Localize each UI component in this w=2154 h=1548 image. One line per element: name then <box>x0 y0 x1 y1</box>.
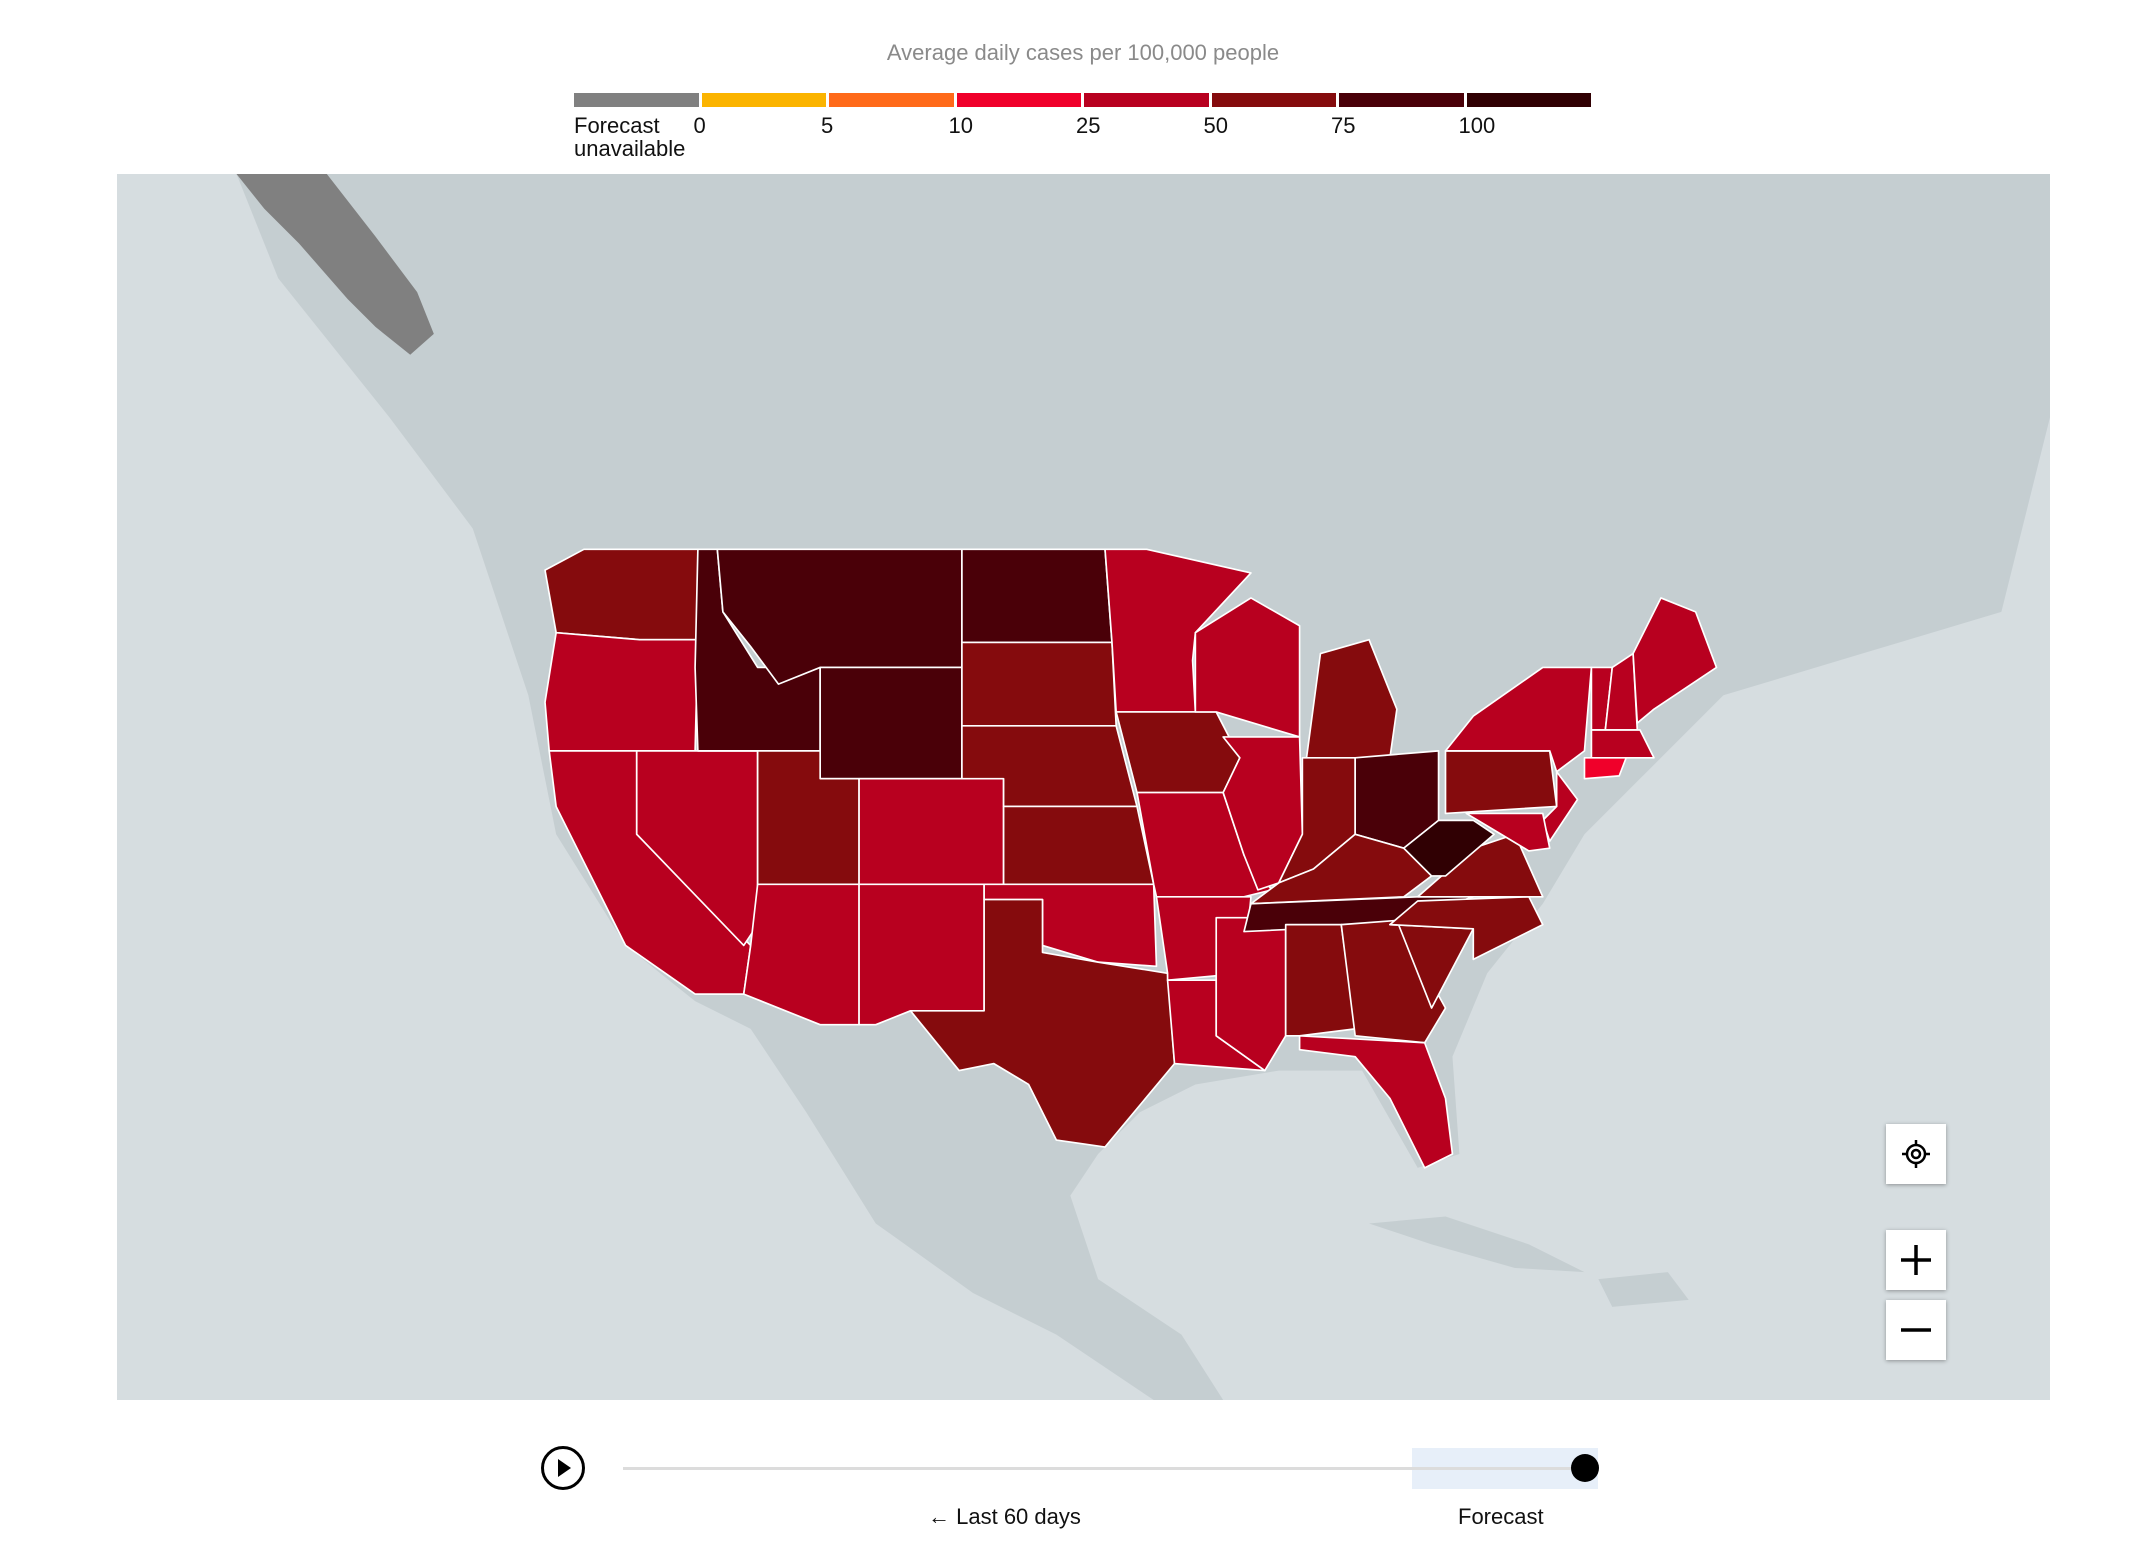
map[interactable] <box>117 174 2050 1400</box>
state-md[interactable] <box>1465 812 1551 852</box>
legend-tick-label: 75 <box>1331 113 1356 138</box>
legend-tick-label: 0 <box>693 113 706 138</box>
state-co[interactable] <box>858 777 1005 886</box>
minus-icon <box>1901 1328 1931 1332</box>
legend-swatch <box>956 93 1081 107</box>
state-ma[interactable] <box>1590 729 1655 759</box>
arrow-left-icon: ← <box>928 1504 950 1529</box>
legend-title: Average daily cases per 100,000 people <box>886 40 1280 65</box>
state-nd[interactable] <box>961 548 1113 644</box>
plus-icon <box>1901 1245 1931 1275</box>
state-wa[interactable] <box>544 548 699 641</box>
state-mn[interactable] <box>1104 548 1252 713</box>
past-range-label: ← Last 60 days <box>928 1504 1081 1530</box>
past-label-text: Last 60 days <box>956 1504 1081 1529</box>
state-sd[interactable] <box>961 641 1117 727</box>
state-nc[interactable] <box>1389 895 1544 961</box>
locate-button[interactable] <box>1886 1124 1946 1184</box>
zoom-out-button[interactable] <box>1886 1300 1946 1360</box>
legend-swatch <box>1339 93 1464 107</box>
state-or[interactable] <box>544 631 699 752</box>
state-ia[interactable] <box>1115 711 1241 794</box>
legend-label-unavailable: Forecast unavailable <box>574 113 686 161</box>
state-ny[interactable] <box>1444 666 1593 773</box>
legend-tick-label: 5 <box>821 113 834 138</box>
state-ga[interactable] <box>1340 919 1447 1044</box>
play-button[interactable] <box>541 1446 585 1490</box>
timeline-track[interactable] <box>623 1467 1585 1470</box>
land-cuba <box>1369 1216 1585 1273</box>
legend-tick-label: 10 <box>948 113 973 138</box>
state-tx[interactable] <box>909 898 1176 1148</box>
legend-tick-label: 50 <box>1203 113 1228 138</box>
state-nm[interactable] <box>858 883 985 1026</box>
forecast-label: Forecast <box>1458 1504 1544 1529</box>
timeline-slider-thumb[interactable] <box>1571 1454 1599 1482</box>
state-al[interactable] <box>1284 923 1357 1037</box>
state-ks[interactable] <box>1002 805 1155 886</box>
state-mi[interactable] <box>1305 638 1398 759</box>
legend-swatch <box>1466 93 1591 107</box>
state-fl[interactable] <box>1298 1034 1454 1169</box>
crosshair-icon <box>1902 1140 1930 1168</box>
legend-tick-label: 25 <box>1076 113 1101 138</box>
state-pa[interactable] <box>1444 750 1558 815</box>
alaska-panhandle <box>236 174 434 355</box>
land-hispaniola <box>1598 1272 1689 1307</box>
legend-swatch <box>574 93 699 107</box>
state-ct[interactable] <box>1583 756 1627 780</box>
legend-swatch <box>1211 93 1336 107</box>
zoom-in-button[interactable] <box>1886 1230 1946 1290</box>
legend-tick-label: 100 <box>1458 113 1496 138</box>
legend-swatch <box>829 93 954 107</box>
state-wy[interactable] <box>819 666 963 780</box>
state-il[interactable] <box>1222 736 1304 891</box>
state-wv[interactable] <box>1402 819 1495 877</box>
legend-swatch <box>701 93 826 107</box>
color-legend <box>574 93 1591 107</box>
legend-swatch <box>1084 93 1209 107</box>
state-me[interactable] <box>1632 597 1718 724</box>
